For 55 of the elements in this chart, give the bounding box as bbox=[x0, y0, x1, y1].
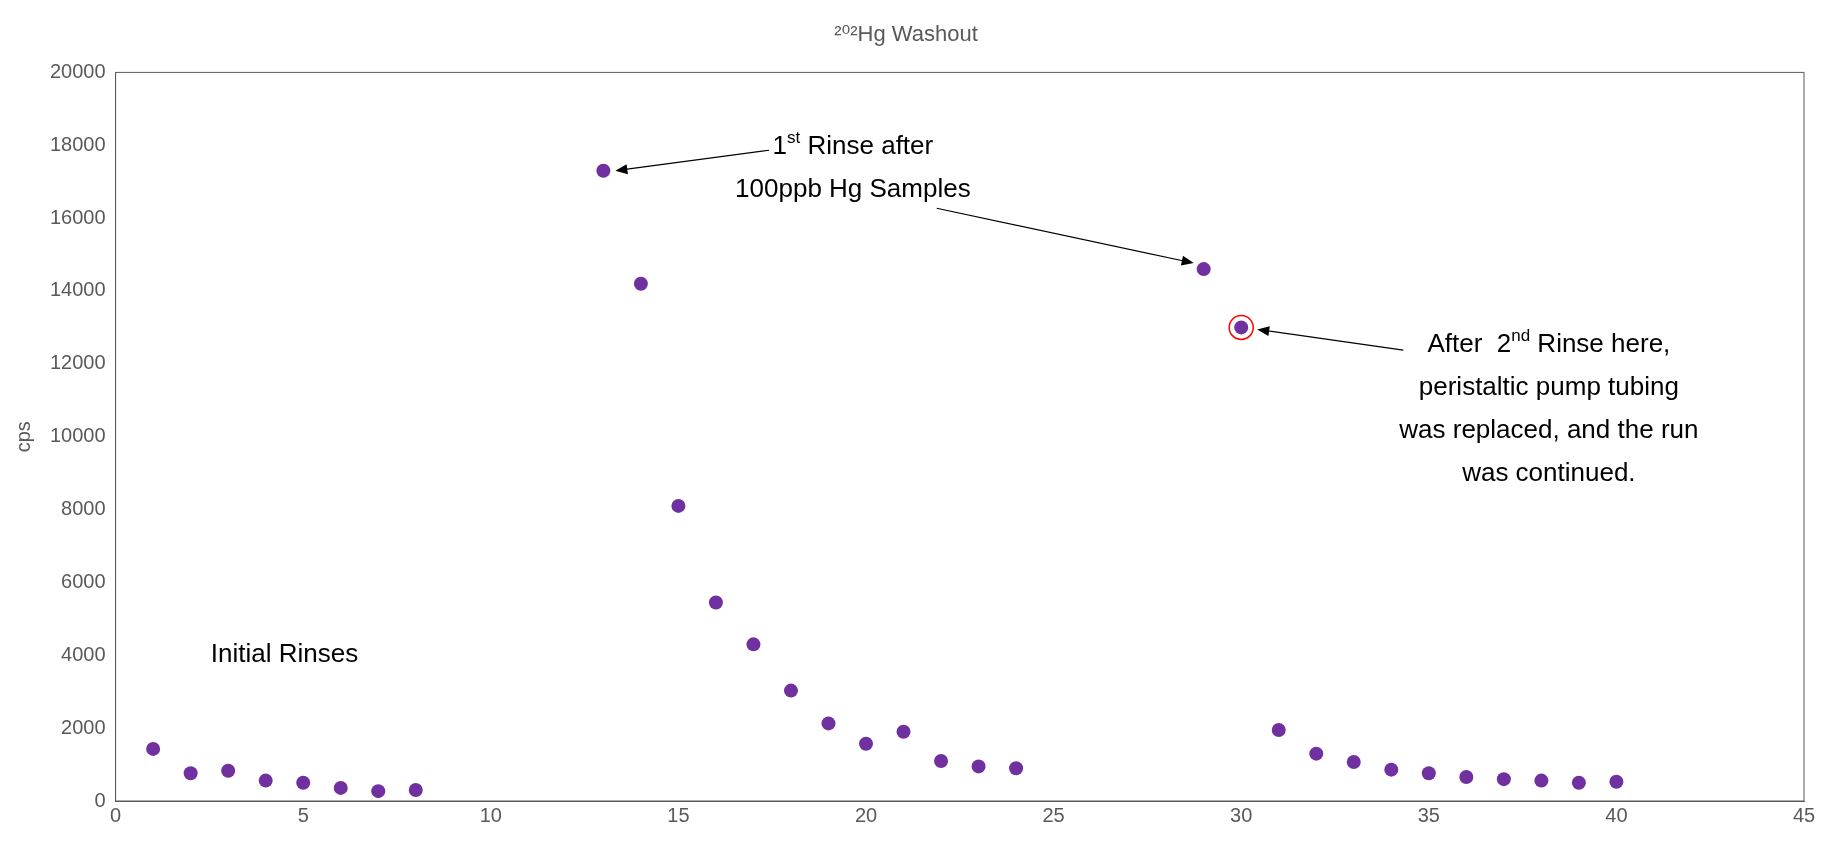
point bbox=[934, 753, 949, 768]
point bbox=[1009, 761, 1024, 776]
y-tick-label: 8000 bbox=[61, 497, 106, 520]
y-tick-label: 14000 bbox=[49, 278, 106, 301]
point bbox=[596, 163, 611, 178]
annotation: Initial Rinses bbox=[210, 638, 359, 669]
point bbox=[633, 276, 648, 291]
y-tick-label: 18000 bbox=[49, 132, 106, 155]
point bbox=[221, 763, 236, 778]
point bbox=[146, 741, 161, 756]
point bbox=[671, 498, 686, 513]
point bbox=[1421, 766, 1436, 781]
y-tick-label: 6000 bbox=[61, 569, 106, 592]
point bbox=[1271, 722, 1286, 737]
point bbox=[1346, 755, 1361, 770]
point bbox=[1534, 773, 1549, 788]
y-tick-label: 16000 bbox=[49, 205, 106, 228]
point bbox=[1309, 746, 1324, 761]
point bbox=[1459, 769, 1474, 784]
point bbox=[859, 736, 874, 751]
point bbox=[821, 716, 836, 731]
y-tick-label: 10000 bbox=[49, 424, 106, 447]
x-tick-label: 35 bbox=[1417, 803, 1440, 826]
x-tick-label: 40 bbox=[1605, 803, 1628, 826]
y-tick-label: 2000 bbox=[61, 715, 106, 738]
point bbox=[708, 595, 723, 610]
point bbox=[1384, 762, 1399, 777]
point bbox=[1496, 772, 1511, 787]
x-tick-label: 45 bbox=[1792, 803, 1816, 826]
point bbox=[408, 783, 423, 798]
x-tick-label: 30 bbox=[1230, 803, 1253, 826]
point bbox=[783, 683, 798, 698]
y-tick-label: 0 bbox=[94, 788, 106, 811]
chart-title: ²⁰²Hg Washout bbox=[834, 21, 978, 47]
point bbox=[333, 780, 348, 795]
y-tick-label: 12000 bbox=[49, 351, 106, 374]
x-tick-label: 10 bbox=[479, 803, 502, 826]
point bbox=[258, 773, 273, 788]
y-tick-label: 4000 bbox=[61, 642, 106, 665]
x-tick-label: 0 bbox=[110, 803, 122, 826]
point bbox=[296, 775, 311, 790]
x-tick-label: 20 bbox=[854, 803, 878, 826]
y-tick-label: 20000 bbox=[49, 59, 106, 82]
x-tick-label: 5 bbox=[297, 803, 309, 826]
point bbox=[1196, 262, 1211, 277]
point bbox=[371, 784, 386, 799]
point bbox=[746, 637, 761, 652]
y-axis-title: cps bbox=[11, 421, 34, 453]
x-tick-label: 25 bbox=[1042, 803, 1065, 826]
point bbox=[1571, 775, 1586, 790]
point bbox=[1609, 774, 1624, 789]
point bbox=[183, 766, 198, 781]
x-tick-label: 15 bbox=[667, 803, 690, 826]
point bbox=[971, 759, 986, 774]
point bbox=[896, 724, 911, 739]
